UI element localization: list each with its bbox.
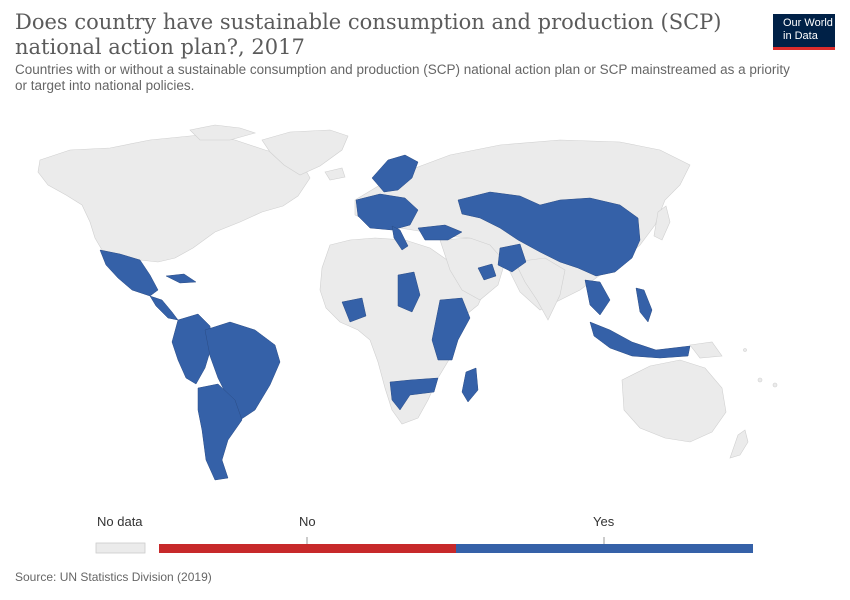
cuba-region: [165, 273, 197, 284]
oman-region: [477, 263, 497, 281]
new-zealand-land: [729, 429, 749, 459]
india-land: [514, 257, 566, 321]
madagascar-region: [461, 367, 479, 403]
mainland-sea-region: [584, 279, 611, 316]
legend-nodata-label: No data: [97, 514, 143, 529]
southern-cone-region: [197, 383, 243, 481]
logo-line-1: Our World: [783, 17, 833, 29]
chart-subtitle: Countries with or without a sustainable …: [15, 62, 790, 93]
png-land: [689, 341, 723, 359]
arctic-islands: [189, 124, 257, 141]
legend-nodata-swatch: [95, 542, 146, 554]
australia-land: [621, 359, 727, 443]
central-america-region: [149, 295, 179, 321]
pacific-island-3: [743, 348, 747, 352]
legend-yes-label: Yes: [593, 514, 615, 529]
southern-africa-region: [389, 377, 439, 411]
scandinavia-region: [371, 154, 419, 193]
source-note[interactable]: Source: UN Statistics Division (2019): [15, 570, 212, 584]
japan-land: [653, 205, 671, 241]
east-africa-region: [431, 297, 471, 361]
indonesia-region: [589, 321, 691, 359]
andes-north-region: [171, 313, 213, 385]
owid-logo[interactable]: Our World in Data: [773, 14, 835, 50]
logo-line-2: in Data: [783, 30, 818, 42]
mexico-region: [99, 249, 159, 297]
legend-yes-bar: [456, 544, 753, 553]
iceland-land: [324, 167, 346, 181]
yes-regions: [99, 154, 691, 481]
legend: [95, 537, 753, 554]
pakistan-region: [497, 243, 527, 273]
italy-region: [391, 225, 409, 251]
chart-title: Does country have sustainable consumptio…: [15, 10, 722, 59]
philippines-region: [635, 287, 653, 323]
central-asia-region: [457, 191, 641, 277]
legend-no-bar: [159, 544, 456, 553]
turkey-region: [417, 224, 463, 241]
west-africa-region: [341, 297, 367, 323]
western-europe-region: [355, 193, 419, 231]
greenland-land: [261, 129, 349, 176]
sudan-region: [397, 271, 421, 313]
pacific-island-2: [772, 382, 778, 388]
north-america-land: [37, 134, 311, 263]
brazil-region: [204, 321, 281, 421]
legend-no-label: No: [299, 514, 316, 529]
pacific-island-1: [757, 377, 763, 383]
